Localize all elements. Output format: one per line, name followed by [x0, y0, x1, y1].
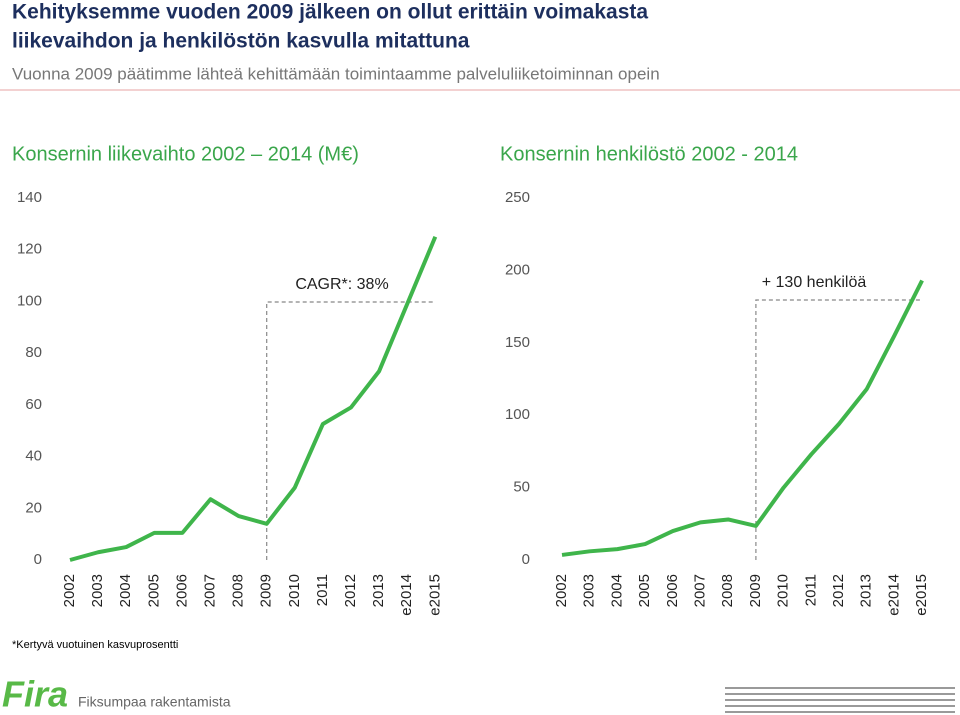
bracket: [266, 301, 436, 560]
y-tick-label: 0: [522, 551, 530, 568]
x-tick-label: 2011: [314, 574, 331, 606]
x-tick-label: 2013: [858, 574, 875, 607]
x-tick-label: 2006: [173, 574, 190, 607]
x-tick-label: e2015: [913, 574, 930, 616]
y-tick-label: 200: [505, 261, 530, 278]
x-tick-label: 2012: [342, 574, 359, 607]
x-tick-label: 2011: [802, 574, 819, 606]
y-tick-label: 50: [513, 479, 530, 496]
annotation: + 130 henkilöä: [762, 274, 867, 291]
x-tick-label: 2003: [581, 574, 598, 607]
footnote: *Kertyvä vuotuinen kasvuprosentti: [12, 639, 178, 651]
y-tick-label: 250: [505, 189, 530, 206]
x-tick-label: 2007: [201, 574, 218, 607]
chart-title: Konsernin liikevaihto 2002 – 2014 (M€): [12, 143, 359, 165]
x-tick-label: 2009: [747, 574, 764, 607]
x-tick-label: 2012: [830, 574, 847, 607]
y-tick-label: 60: [25, 396, 42, 413]
annotation: CAGR*: 38%: [295, 276, 388, 293]
y-tick-label: 20: [25, 499, 42, 516]
x-tick-label: 2002: [553, 574, 570, 607]
x-tick-label: 2009: [258, 574, 275, 607]
y-tick-label: 140: [17, 189, 42, 206]
y-tick-label: 40: [25, 448, 42, 465]
bracket: [755, 299, 923, 560]
x-tick-label: 2005: [145, 574, 162, 607]
decoration: [725, 687, 955, 713]
x-tick-label: 2008: [719, 574, 736, 607]
x-tick-label: e2014: [398, 574, 415, 616]
subtitle: Vuonna 2009 päätimme lähteä kehittämään …: [12, 64, 660, 83]
x-tick-label: 2013: [370, 574, 387, 607]
y-tick-label: 0: [34, 551, 42, 568]
y-tick-label: 80: [25, 344, 42, 361]
slogan: Fiksumpaa rakentamista: [78, 694, 231, 710]
x-tick-label: e2014: [885, 574, 902, 616]
y-tick-label: 100: [17, 292, 42, 309]
data-line: [561, 279, 924, 557]
y-tick-label: 120: [17, 241, 42, 258]
x-tick-label: e2015: [426, 574, 443, 616]
chart-title: Konsernin henkilöstö 2002 - 2014: [500, 143, 798, 165]
slide-title: Kehityksemme vuoden 2009 jälkeen on ollu…: [12, 1, 648, 24]
x-tick-label: 2003: [89, 574, 106, 607]
x-tick-label: 2008: [230, 574, 247, 607]
slide-title: liikevaihdon ja henkilöstön kasvulla mit…: [12, 30, 470, 53]
y-tick-label: 150: [505, 334, 530, 351]
x-tick-label: 2004: [608, 574, 625, 607]
x-tick-label: 2006: [664, 574, 681, 607]
x-tick-label: 2004: [117, 574, 134, 607]
x-tick-label: 2002: [61, 574, 78, 607]
y-tick-label: 100: [505, 406, 530, 423]
x-tick-label: 2005: [636, 574, 653, 607]
x-tick-label: 2010: [775, 574, 792, 607]
logo: Fira: [2, 674, 68, 715]
x-tick-label: 2007: [691, 574, 708, 607]
x-tick-label: 2010: [286, 574, 303, 607]
data-line: [69, 236, 438, 562]
